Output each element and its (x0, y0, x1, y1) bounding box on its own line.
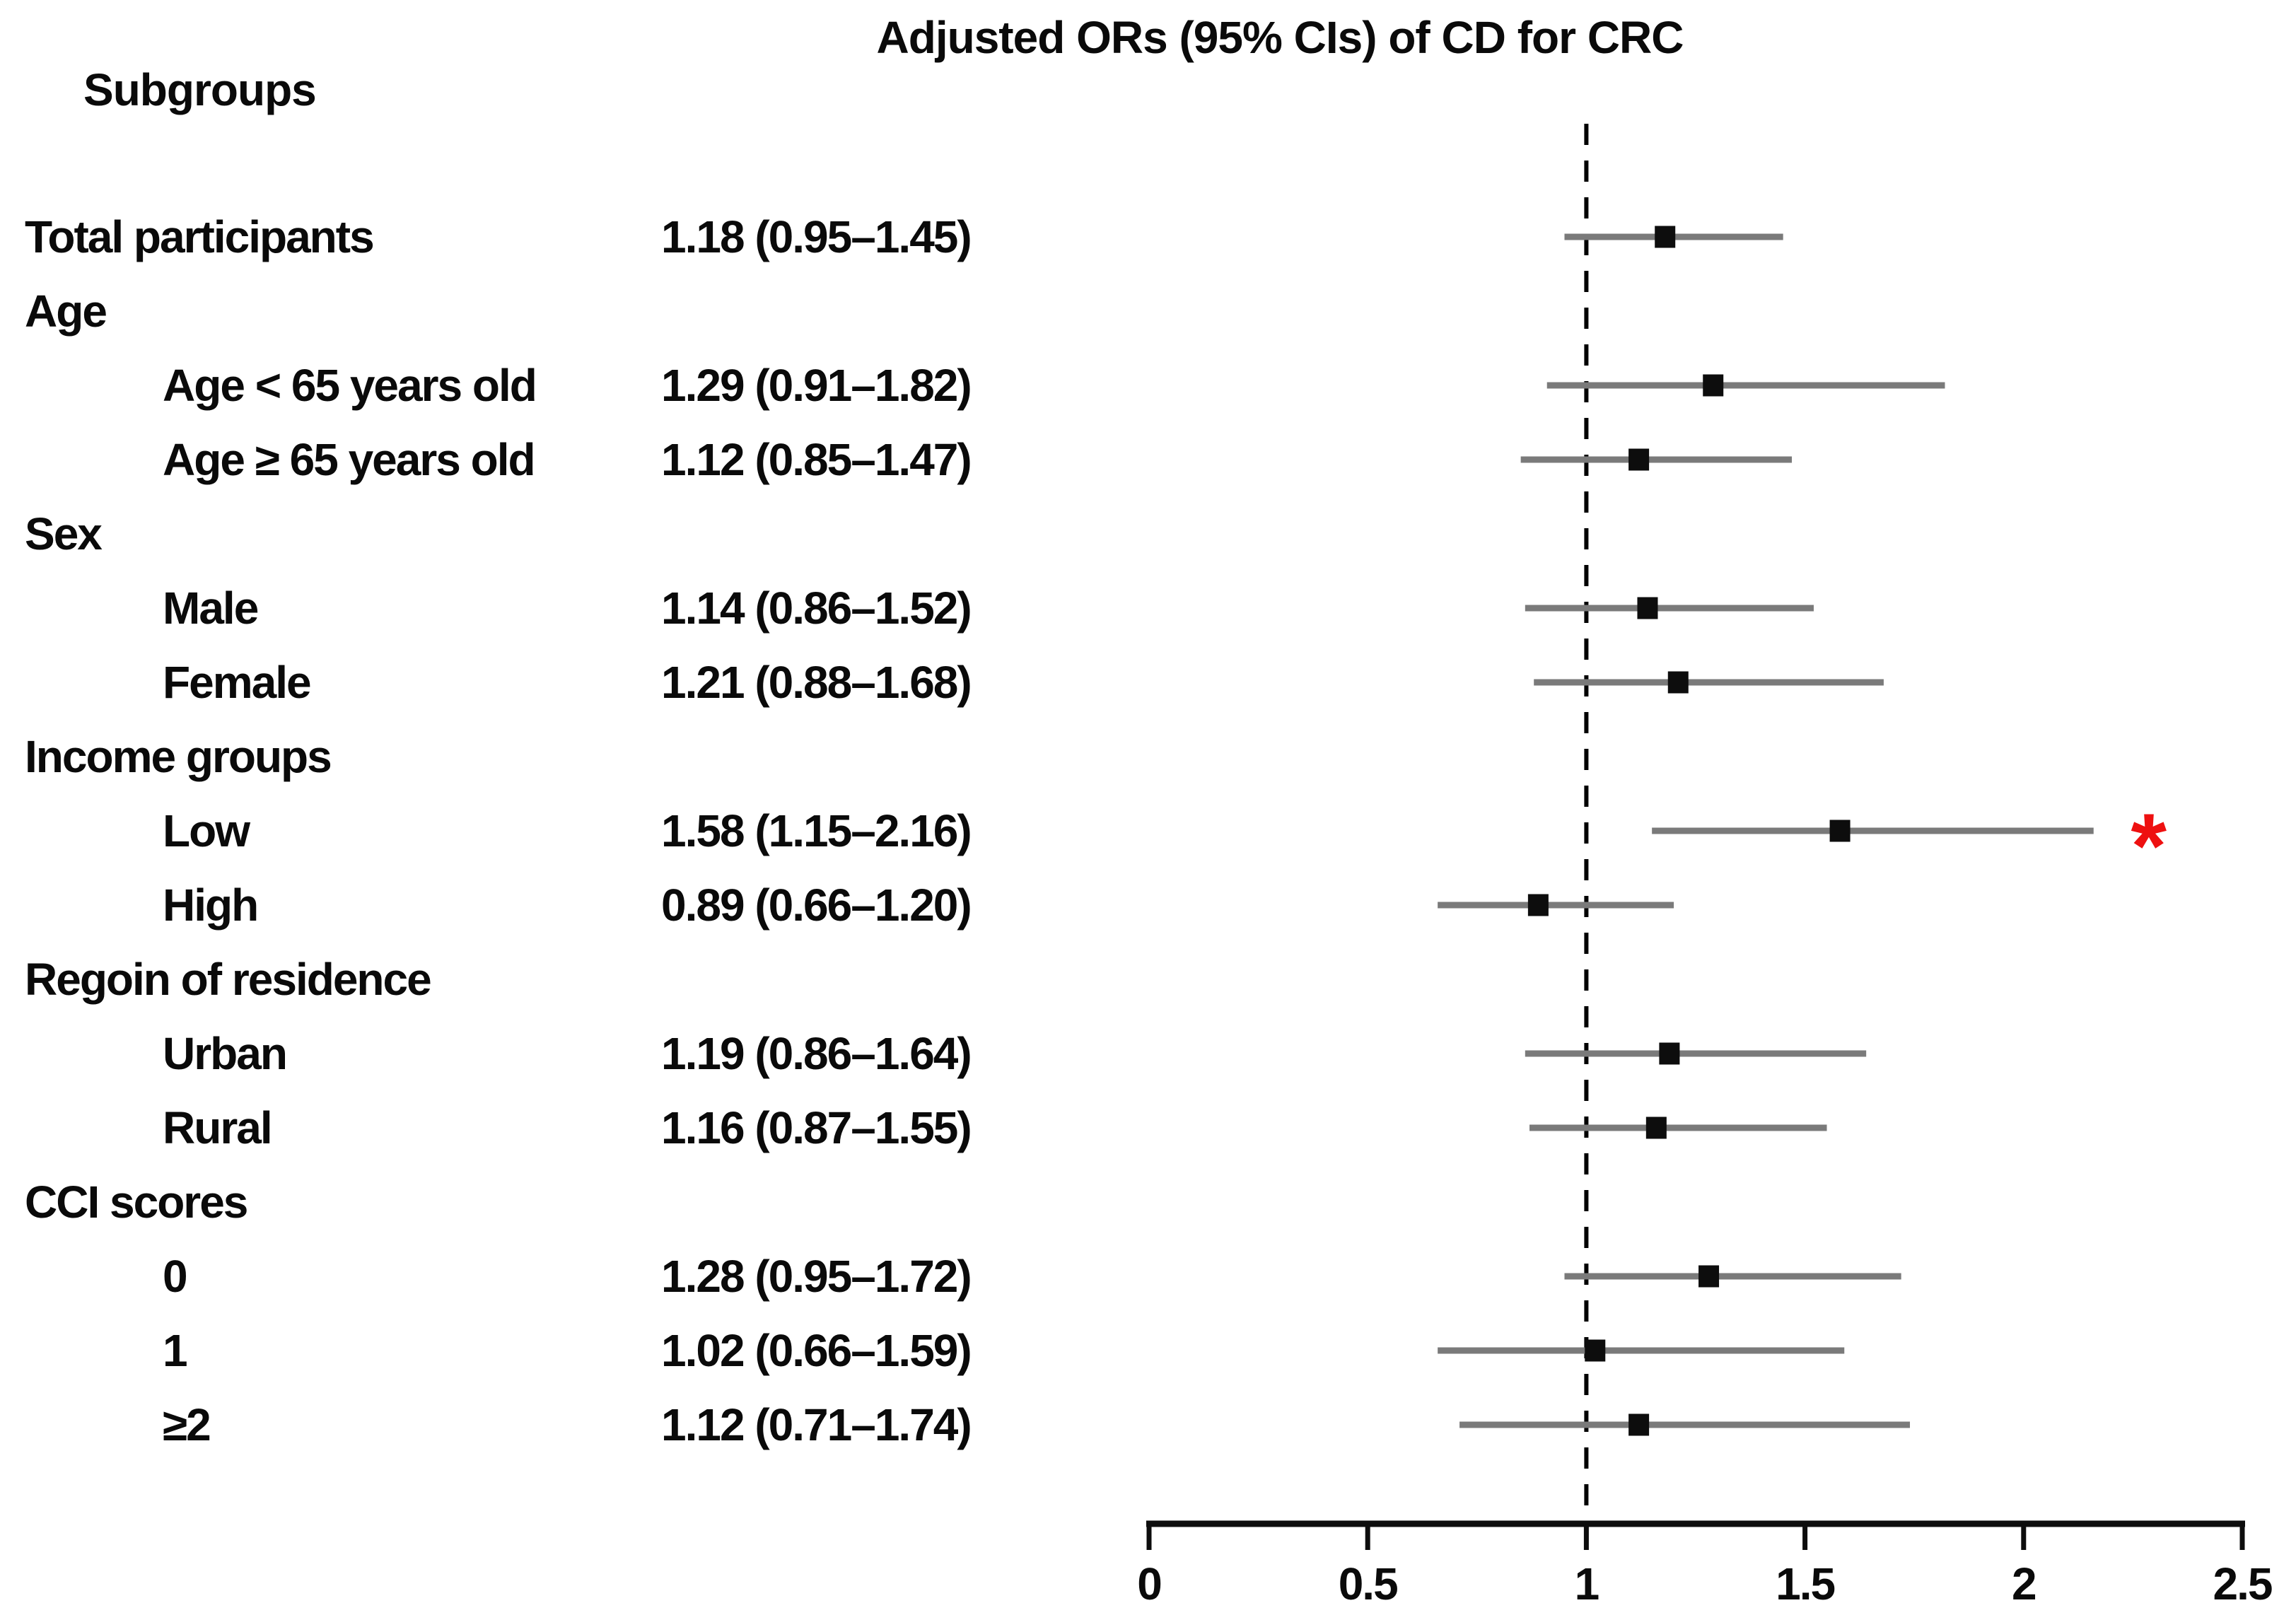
row-label: Rural (163, 1102, 273, 1153)
group-header-label: Regoin of residence (25, 954, 432, 1005)
group-header-label: CCI scores (25, 1177, 248, 1228)
row-label: Female (163, 657, 312, 708)
odds-ratio-marker (1637, 597, 1658, 619)
subgroups-column-header: Subgroups (83, 64, 317, 115)
row-or-ci-value: 1.21 (0.88–1.68) (661, 657, 972, 708)
row-label: ≥2 (163, 1399, 211, 1450)
row-or-ci-value: 0.89 (0.66–1.20) (661, 880, 972, 931)
odds-ratio-marker (1703, 374, 1724, 397)
significance-asterisk-icon: * (2131, 794, 2167, 897)
row-or-ci-value: 1.18 (0.95–1.45) (661, 211, 972, 262)
row-or-ci-value: 1.28 (0.95–1.72) (661, 1251, 972, 1302)
x-axis-tick-label: 1.5 (1776, 1558, 1834, 1609)
row-label: Total participants (25, 211, 375, 262)
odds-ratio-marker (1659, 1042, 1680, 1065)
odds-ratio-marker (1698, 1265, 1720, 1288)
row-label: Age < 65 years old (163, 360, 537, 411)
row-label: Age ≥ 65 years old (163, 434, 536, 485)
group-header-label: Age (25, 286, 107, 337)
row-or-ci-value: 1.14 (0.86–1.52) (661, 583, 972, 634)
x-axis-tick-label: 2 (2012, 1558, 2036, 1609)
row-or-ci-value: 1.58 (1.15–2.16) (661, 805, 972, 856)
odds-ratio-marker (1667, 671, 1689, 694)
row-or-ci-value: 1.16 (0.87–1.55) (661, 1102, 972, 1153)
group-header-label: Income groups (25, 731, 332, 782)
row-or-ci-value: 1.12 (0.71–1.74) (661, 1399, 972, 1450)
odds-ratio-marker (1628, 1413, 1650, 1436)
row-or-ci-value: 1.19 (0.86–1.64) (661, 1028, 972, 1079)
group-header-label: Sex (25, 508, 103, 559)
odds-ratio-marker (1655, 226, 1676, 248)
row-or-ci-value: 1.02 (0.66–1.59) (661, 1325, 972, 1376)
x-axis-tick-label: 2.5 (2213, 1558, 2272, 1609)
chart-title: Adjusted ORs (95% CIs) of CD for CRC (876, 12, 1684, 63)
row-label: 0 (163, 1251, 188, 1302)
row-label: High (163, 880, 259, 931)
x-axis-tick-label: 1 (1575, 1558, 1599, 1609)
row-or-ci-value: 1.12 (0.85–1.47) (661, 434, 972, 485)
odds-ratio-marker (1628, 448, 1650, 471)
row-label: Urban (163, 1028, 288, 1079)
x-axis-tick-label: 0 (1137, 1558, 1161, 1609)
odds-ratio-marker (1645, 1116, 1667, 1139)
odds-ratio-marker (1527, 894, 1549, 916)
x-axis-tick-label: 0.5 (1339, 1558, 1397, 1609)
odds-ratio-marker (1585, 1339, 1606, 1362)
row-label: Low (163, 805, 250, 856)
row-or-ci-value: 1.29 (0.91–1.82) (661, 360, 972, 411)
row-label: Male (163, 583, 259, 634)
odds-ratio-marker (1829, 820, 1851, 842)
row-label: 1 (163, 1325, 188, 1376)
